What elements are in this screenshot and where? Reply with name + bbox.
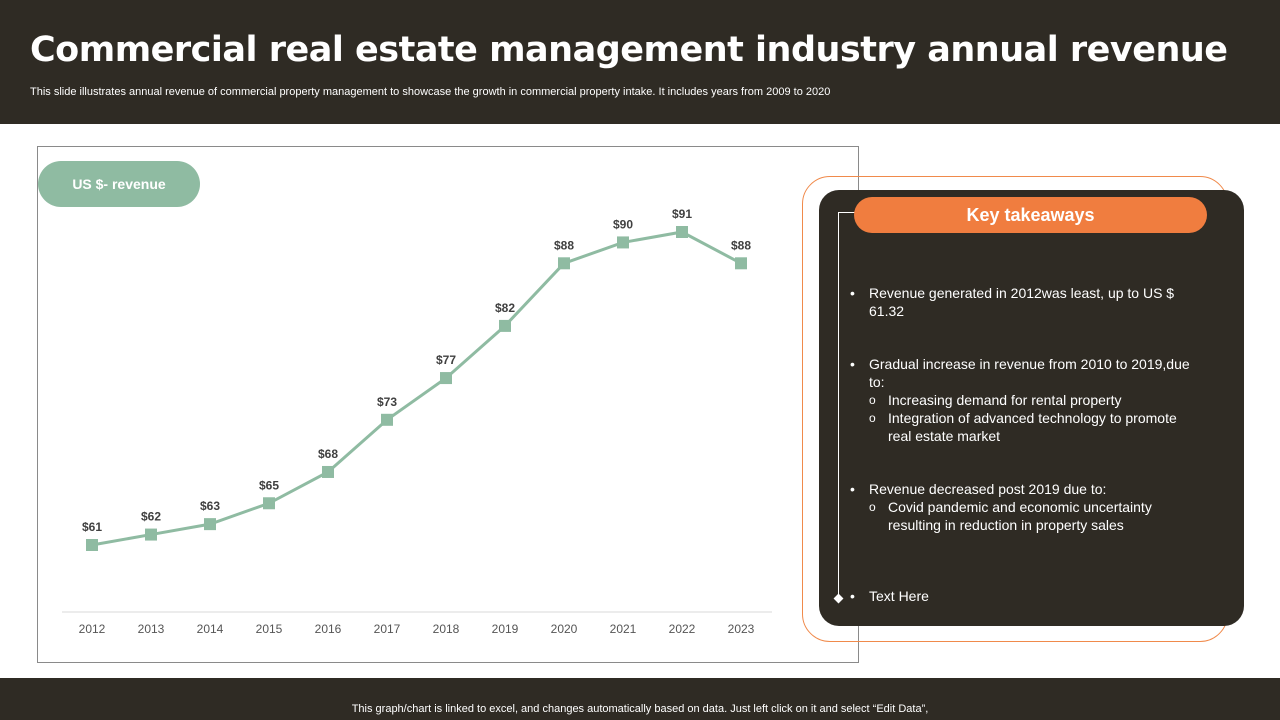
panel-line-cap bbox=[838, 212, 856, 213]
data-point bbox=[204, 518, 216, 531]
page-title: Commercial real estate management indust… bbox=[30, 30, 1228, 70]
data-point bbox=[617, 236, 629, 249]
bullet-icon: • bbox=[850, 481, 855, 497]
takeaway-text: Gradual increase in revenue from 2010 to… bbox=[869, 356, 1190, 390]
data-label: $61 bbox=[82, 520, 102, 534]
data-point bbox=[558, 257, 570, 270]
x-tick-label: 2013 bbox=[138, 622, 165, 636]
data-point bbox=[735, 257, 747, 270]
series-line bbox=[91, 230, 742, 547]
x-tick-label: 2016 bbox=[315, 622, 342, 636]
data-point bbox=[381, 413, 393, 426]
takeaway-subtext: Integration of advanced technology to pr… bbox=[888, 410, 1177, 444]
x-tick-label: 2019 bbox=[492, 622, 519, 636]
footer-bar bbox=[0, 678, 1280, 720]
takeaways-panel bbox=[819, 190, 1244, 626]
bullet-icon: • bbox=[850, 356, 855, 372]
x-tick-label: 2023 bbox=[728, 622, 755, 636]
sub-bullet-icon: o bbox=[869, 393, 876, 407]
data-point bbox=[263, 497, 275, 510]
data-label: $88 bbox=[731, 238, 751, 252]
data-point bbox=[322, 465, 334, 478]
takeaways-list: • Revenue generated in 2012was least, up … bbox=[850, 284, 1200, 605]
data-label: $77 bbox=[436, 353, 456, 367]
data-label: $73 bbox=[377, 395, 397, 409]
data-label: $63 bbox=[200, 499, 220, 513]
x-tick-label: 2015 bbox=[256, 622, 283, 636]
takeaway-item: • Gradual increase in revenue from 2010 t… bbox=[850, 355, 1200, 445]
takeaway-text: Revenue decreased post 2019 due to: bbox=[869, 481, 1107, 497]
data-label: $65 bbox=[259, 478, 279, 492]
x-tick-label: 2022 bbox=[669, 622, 696, 636]
data-label: $62 bbox=[141, 510, 161, 524]
data-point bbox=[86, 539, 98, 551]
data-label: $91 bbox=[672, 207, 692, 221]
data-label: $90 bbox=[613, 217, 633, 231]
x-tick-label: 2020 bbox=[551, 622, 578, 636]
bullet-icon: • bbox=[850, 285, 855, 301]
x-tick-label: 2017 bbox=[374, 622, 401, 636]
footer-note: This graph/chart is linked to excel, and… bbox=[351, 703, 929, 715]
panel-vertical-line bbox=[838, 212, 839, 599]
header-bar: Commercial real estate management indust… bbox=[0, 0, 1280, 124]
x-tick-label: 2012 bbox=[79, 622, 106, 636]
data-label: $88 bbox=[554, 238, 574, 252]
data-label: $82 bbox=[495, 301, 515, 315]
data-point bbox=[676, 226, 688, 238]
x-tick-label: 2018 bbox=[433, 622, 460, 636]
sub-bullet-icon: o bbox=[869, 500, 876, 514]
key-takeaways-heading: Key takeaways bbox=[854, 197, 1207, 233]
takeaway-item: • Revenue generated in 2012was least, up … bbox=[850, 284, 1200, 320]
data-point bbox=[145, 528, 157, 541]
takeaway-text: Revenue generated in 2012was least, up t… bbox=[869, 285, 1175, 319]
legend-revenue: US $- revenue bbox=[38, 161, 200, 207]
data-point bbox=[499, 319, 511, 332]
data-label: $68 bbox=[318, 447, 338, 461]
takeaway-item: • Revenue decreased post 2019 due to: o Cov… bbox=[850, 480, 1200, 534]
data-point bbox=[440, 372, 452, 385]
takeaway-subtext: Increasing demand for rental property bbox=[888, 392, 1122, 408]
bullet-icon: • bbox=[850, 588, 855, 604]
takeaway-item: • Text Here bbox=[850, 587, 1200, 605]
sub-bullet-icon: o bbox=[869, 411, 876, 425]
takeaway-text: Text Here bbox=[869, 588, 929, 604]
x-tick-label: 2021 bbox=[610, 622, 637, 636]
x-tick-label: 2014 bbox=[197, 622, 224, 636]
takeaway-subtext: Covid pandemic and economic uncertainty … bbox=[888, 499, 1152, 533]
page-subtitle: This slide illustrates annual revenue of… bbox=[30, 86, 831, 98]
